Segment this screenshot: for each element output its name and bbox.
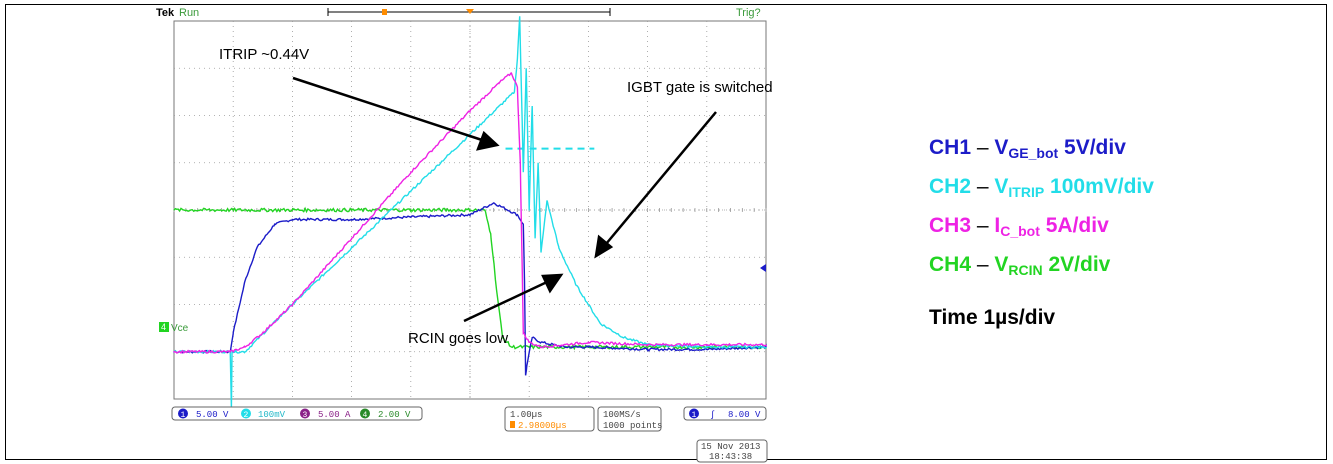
legend-ch2-symbol: V <box>994 175 1009 198</box>
arrow-rcin <box>463 280 548 323</box>
scope-brand: Tek <box>156 7 175 19</box>
arrow-igbt-head <box>594 234 614 259</box>
trigger-pos-icon <box>510 421 515 428</box>
ch3-badge-label: 3 <box>303 411 308 420</box>
trigger-level: 8.00 V <box>728 410 761 420</box>
timebase-value: 1.00µs <box>510 410 542 420</box>
legend-ch4-subscript: RCIN <box>1008 262 1043 278</box>
trace-ch3 <box>173 72 767 355</box>
ch4-badge <box>360 408 370 419</box>
annotation-igbt: IGBT gate is switched <box>627 79 773 96</box>
legend-ch3-subscript: C_bot <box>1000 223 1040 239</box>
ch3-scale: 5.00 A <box>318 410 351 420</box>
arrow-itrip <box>292 76 483 142</box>
record-trigger-marker <box>382 9 387 15</box>
legend-ch1-name: CH1 <box>929 136 972 159</box>
legend-ch2-name: CH2 <box>929 175 972 198</box>
ch4-ground-marker <box>159 322 169 332</box>
scope-run-state: Run <box>179 7 199 19</box>
arrow-rcin-head <box>541 273 564 294</box>
ch4-scale: 2.00 V <box>378 410 411 420</box>
ch1-badge <box>178 408 188 419</box>
traces <box>173 16 767 409</box>
trigger-slope-icon: ∫ <box>710 410 715 420</box>
legend-ch2: CH2 – VITRIP 100mV/div <box>929 170 1154 209</box>
legend-ch3-name: CH3 <box>929 214 972 237</box>
ch1-scale: 5.00 V <box>196 410 229 420</box>
legend-ch2-scale: 100mV/div <box>1050 175 1154 198</box>
ch1-right-marker <box>760 264 766 272</box>
ch1-badge-label: 1 <box>181 411 186 420</box>
ch4-ground-text: Vce <box>171 323 189 334</box>
sample-rate: 100MS/s <box>603 410 641 420</box>
trigger-source-label: 1 <box>692 411 697 420</box>
legend-ch4-scale: 2V/div <box>1048 253 1111 276</box>
legend-ch4-name: CH4 <box>929 253 972 276</box>
legend-ch3-dash: – <box>976 214 989 237</box>
ch2-scale: 100mV <box>258 410 286 420</box>
ch3-badge <box>300 408 310 419</box>
time-scale-label: Time 1µs/div <box>929 306 1056 329</box>
legend-ch1-dash: – <box>976 136 989 159</box>
scope-status-bar: 1 5.00 V 2 100mV 3 5.00 A 4 2.00 V 1.00µ… <box>171 406 768 463</box>
legend-ch1: CH1 – VGE_bot 5V/div <box>929 131 1154 170</box>
legend-ch4-symbol: V <box>994 253 1009 276</box>
legend-ch1-scale: 5V/div <box>1064 136 1126 159</box>
channel-legend: CH1 – VGE_bot 5V/div CH2 – VITRIP 100mV/… <box>929 131 1154 287</box>
legend-ch3: CH3 – IC_bot 5A/div <box>929 209 1154 248</box>
legend-ch1-symbol: V <box>994 136 1009 159</box>
ch2-badge-label: 2 <box>244 411 249 420</box>
record-length: 1000 points <box>603 421 662 431</box>
trigger-source-badge <box>689 408 699 419</box>
legend-ch2-subscript: ITRIP <box>1008 184 1045 200</box>
ch2-badge <box>241 408 251 419</box>
legend-ch4-dash: – <box>976 253 989 276</box>
legend-ch3-symbol: I <box>994 214 1001 237</box>
legend-ch3-scale: 5A/div <box>1045 214 1109 237</box>
ch4-badge-label: 4 <box>363 411 368 420</box>
legend-ch4: CH4 – VRCIN 2V/div <box>929 248 1154 287</box>
date-label: 15 Nov 2013 <box>701 442 760 452</box>
trigger-pos-value: 2.98000µs <box>518 421 567 431</box>
ch4-ground-marker-label: 4 <box>161 322 166 332</box>
time-label: 18:43:38 <box>709 452 752 462</box>
acquisition-box <box>597 406 662 432</box>
scope-trigger-state: Trig? <box>736 7 761 19</box>
legend-ch1-subscript: GE_bot <box>1008 145 1059 161</box>
annotation-rcin: RCIN goes low <box>408 330 508 347</box>
channel-scale-box <box>171 406 423 421</box>
legend-ch2-dash: – <box>976 175 989 198</box>
arrow-itrip-head <box>476 130 500 151</box>
figure-frame <box>5 4 1327 460</box>
trigger-box <box>683 406 767 421</box>
timebase-box <box>504 406 595 432</box>
trace-ch1 <box>173 202 767 376</box>
datetime-box <box>696 439 768 463</box>
trigger-position-marker-top <box>466 9 474 14</box>
annotation-itrip: ITRIP ~0.44V <box>219 46 309 63</box>
arrow-igbt <box>605 111 717 245</box>
